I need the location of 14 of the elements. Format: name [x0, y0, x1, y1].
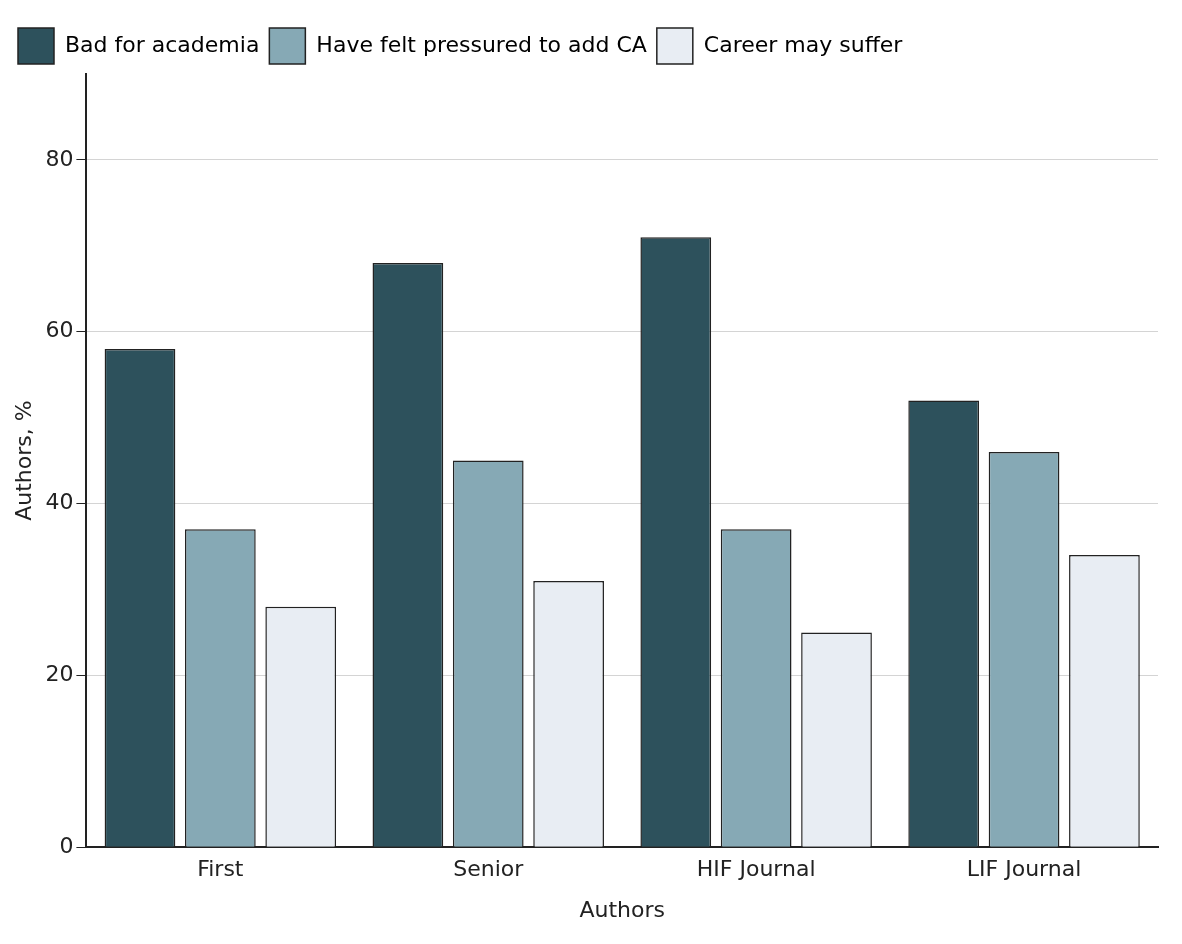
legend-label: Bad for academia — [65, 31, 260, 57]
x-tick-label: HIF Journal — [696, 856, 816, 882]
y-tick-label: 20 — [45, 661, 74, 687]
y-tick-label: 40 — [45, 489, 74, 515]
x-tick-label: LIF Journal — [966, 856, 1082, 882]
legend-label: Have felt pressured to add CA — [316, 31, 647, 57]
y-axis-title: Authors, % — [10, 400, 36, 521]
legend-label: Career may suffer — [703, 31, 904, 57]
y-tick-label: 60 — [45, 317, 74, 343]
y-tick-label: 0 — [59, 832, 74, 858]
y-tick-label: 80 — [45, 145, 74, 171]
x-axis-title: Authors — [579, 896, 665, 922]
x-tick-label: First — [197, 856, 244, 882]
x-tick-label: Senior — [453, 856, 525, 882]
